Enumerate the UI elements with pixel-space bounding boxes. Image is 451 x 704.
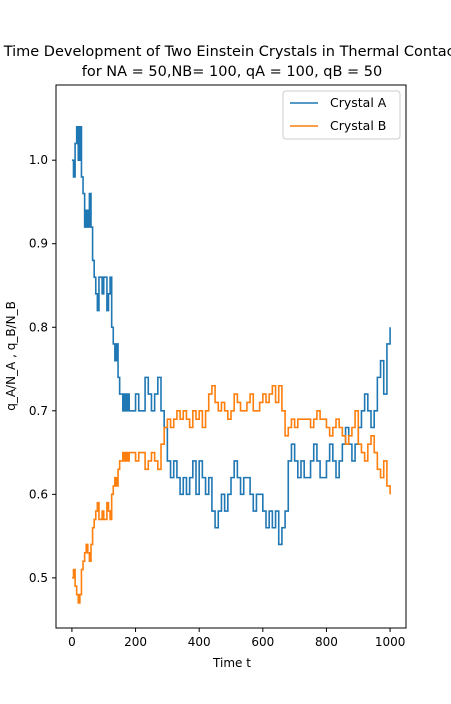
y-tick-label: 0.6 xyxy=(29,487,48,501)
plot-background xyxy=(56,85,406,628)
chart-title-line2: for NA = 50,NB= 100, qA = 100, qB = 50 xyxy=(82,64,383,80)
x-axis-ticks: 0 200 400 600 800 1000 xyxy=(68,628,405,649)
plot-area xyxy=(55,84,407,629)
y-axis-ticks: 0.5 0.6 0.7 0.8 0.9 1.0 xyxy=(29,153,56,585)
y-tick-label: 0.7 xyxy=(29,404,48,418)
x-tick-label: 800 xyxy=(315,635,338,649)
chart-title-line1: Time Development of Two Einstein Crystal… xyxy=(3,44,451,60)
x-tick-label: 1000 xyxy=(375,635,406,649)
x-tick-label: 600 xyxy=(251,635,274,649)
y-axis-label: q_A/N_A , q_B/N_B xyxy=(4,301,18,411)
series-layer xyxy=(71,125,391,604)
series-line-crystal-a xyxy=(71,125,391,546)
y-tick-label: 1.0 xyxy=(29,153,48,167)
legend-label-crystal-b: Crystal B xyxy=(330,118,386,133)
legend-label-crystal-a: Crystal A xyxy=(330,95,387,110)
y-tick-label: 0.9 xyxy=(29,237,48,251)
x-tick-label: 400 xyxy=(188,635,211,649)
x-axis-label: Time t xyxy=(212,656,251,670)
y-tick-label: 0.5 xyxy=(29,571,48,585)
x-tick-label: 0 xyxy=(68,635,76,649)
series-line-crystal-b xyxy=(71,384,391,604)
x-tick-label: 200 xyxy=(124,635,147,649)
legend: Crystal A Crystal B xyxy=(282,90,401,140)
y-tick-label: 0.8 xyxy=(29,320,48,334)
axes-frame xyxy=(55,84,407,629)
